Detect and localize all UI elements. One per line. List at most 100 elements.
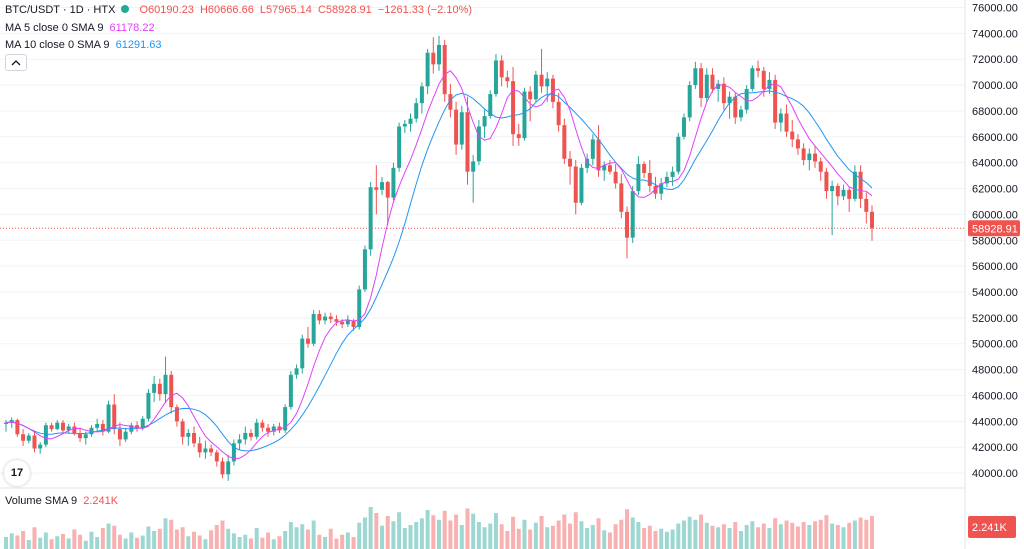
candle-body <box>864 198 869 212</box>
ohlc-change: −1261.33 (−2.10%) <box>377 4 473 16</box>
candle-body <box>248 432 253 437</box>
ma5-label: MA 5 close 0 SMA 9 <box>5 22 104 34</box>
candle <box>180 418 185 445</box>
volume-bar <box>220 520 225 549</box>
candle <box>744 85 749 114</box>
volume-bar <box>795 526 800 549</box>
candle-body <box>659 183 664 194</box>
candle <box>357 285 362 330</box>
moving-average-lines <box>5 70 873 460</box>
candle <box>482 109 487 139</box>
candle <box>271 423 276 436</box>
candle-body <box>243 432 248 440</box>
candle <box>864 192 869 224</box>
candle-body <box>556 101 561 126</box>
candle-body <box>117 429 122 440</box>
candle <box>66 423 71 433</box>
candle <box>841 184 846 201</box>
market-status-icon <box>121 5 130 13</box>
volume-bar <box>699 514 704 549</box>
volume-axis-label: 2.241K <box>972 522 1008 534</box>
ma5-legend[interactable]: MA 5 close 0 SMA 9 61178.22 <box>5 21 155 35</box>
volume-bar <box>266 532 271 549</box>
candle-body <box>100 423 105 432</box>
candle-body <box>824 171 829 192</box>
candle-body <box>693 68 698 86</box>
candle-body <box>294 368 299 375</box>
candle-body <box>727 96 732 104</box>
volume-bar <box>659 528 664 549</box>
volume-bar <box>442 510 447 549</box>
candle <box>192 426 197 448</box>
price-axis[interactable]: 76000.00 74000.00 72000.00 70000.00 68000.00… <box>964 0 1024 549</box>
collapse-legend-button[interactable] <box>5 54 27 71</box>
candle-body <box>767 79 772 89</box>
candle <box>254 418 259 440</box>
candle-body <box>323 316 328 321</box>
volume-bar <box>385 516 390 549</box>
candle-body <box>590 139 595 159</box>
candle-body <box>135 425 140 428</box>
candle-body <box>516 134 521 139</box>
volume-bar <box>681 520 686 549</box>
candle-body <box>345 320 350 325</box>
candle-body <box>801 148 806 161</box>
volume-bar <box>89 531 94 549</box>
volume-bar <box>773 518 778 549</box>
volume-bar <box>135 537 140 549</box>
candle-body <box>442 44 447 95</box>
volume-bar <box>152 531 157 549</box>
volume-bar <box>277 536 282 549</box>
price-tick-label: 70000.00 <box>972 80 1018 92</box>
volume-bar <box>4 537 8 549</box>
candle <box>653 176 658 199</box>
candle-body <box>676 136 681 172</box>
price-tick-label: 66000.00 <box>972 132 1018 144</box>
candle <box>813 145 818 168</box>
candle-body <box>391 167 396 198</box>
candle-body <box>169 374 174 408</box>
price-tick-label: 64000.00 <box>972 158 1018 170</box>
volume-bar <box>60 534 65 549</box>
candle-body <box>163 374 168 395</box>
candle-body <box>784 113 789 132</box>
tradingview-logo[interactable]: 17 <box>4 460 30 486</box>
candle-body <box>664 176 669 184</box>
volume-bar <box>642 528 647 549</box>
candle <box>277 422 282 433</box>
volume-bar <box>414 522 419 549</box>
candle-body <box>203 448 208 453</box>
volume-legend[interactable]: Volume SMA 9 2.241K <box>5 494 118 508</box>
candle-body <box>756 68 761 71</box>
candle-body <box>699 68 704 98</box>
candle <box>647 160 652 193</box>
candle-body <box>66 426 71 431</box>
candle <box>687 81 692 122</box>
volume-bar <box>550 525 555 549</box>
price-tick-label: 68000.00 <box>972 106 1018 118</box>
volume-bar <box>533 522 538 549</box>
candle-body <box>431 52 436 65</box>
ma10-legend[interactable]: MA 10 close 0 SMA 9 61291.63 <box>5 38 162 52</box>
volume-bar <box>174 529 179 549</box>
candle <box>106 400 111 433</box>
volume-bar <box>482 527 487 549</box>
symbol-title[interactable]: BTC/USDT · 1D · HTX <box>5 4 116 16</box>
price-tick-label: 44000.00 <box>972 416 1018 428</box>
candle-body <box>687 85 692 118</box>
volume-bar <box>129 532 134 549</box>
candle-body <box>385 182 390 198</box>
volume-bar <box>710 525 715 549</box>
volume-bar <box>169 519 174 549</box>
candle-body <box>425 52 430 87</box>
candle-body <box>716 83 721 89</box>
ohlc-open: O60190.23 <box>139 4 194 16</box>
candle <box>568 151 573 185</box>
volume-bar <box>602 530 607 549</box>
candle-body <box>106 404 111 432</box>
candle <box>550 74 555 109</box>
candle <box>784 104 789 137</box>
volume-bar <box>397 512 402 549</box>
candle <box>516 123 521 146</box>
